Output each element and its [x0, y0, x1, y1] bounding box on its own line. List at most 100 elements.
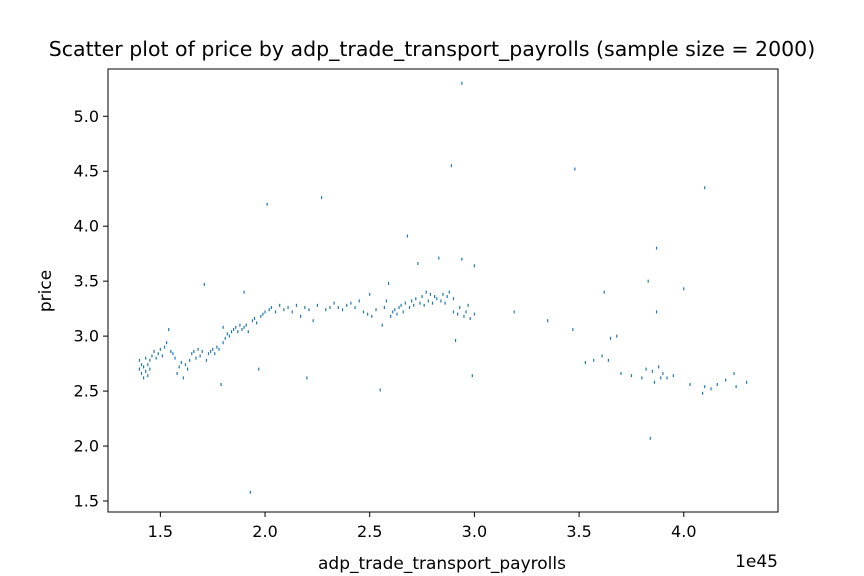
- x-tick-label: 2.0: [252, 522, 277, 541]
- scatter-point: [461, 257, 463, 261]
- scatter-point: [258, 367, 260, 371]
- scatter-point: [222, 325, 224, 329]
- y-tick-label: 2.0: [74, 437, 99, 456]
- scatter-point: [463, 314, 465, 318]
- scatter-point: [178, 365, 180, 369]
- scatter-point: [245, 323, 247, 327]
- scatter-point: [630, 374, 633, 378]
- scatter-point: [367, 312, 369, 316]
- scatter-point: [214, 352, 216, 356]
- y-tick-label: 5.0: [74, 107, 99, 126]
- scatter-point: [459, 306, 461, 310]
- scatter-point: [651, 369, 653, 373]
- scatter-point: [138, 358, 141, 362]
- x-axis-ticks: 1.5 2.0 2.5 3.0 3.5 4.0: [148, 512, 697, 541]
- scatter-point: [448, 290, 450, 294]
- scatter-point: [444, 301, 446, 305]
- scatter-point: [145, 356, 147, 360]
- scatter-point: [419, 301, 421, 305]
- scatter-point: [457, 312, 459, 316]
- scatter-point: [666, 376, 668, 380]
- y-tick-label: 1.5: [74, 492, 99, 511]
- scatter-point: [235, 325, 237, 329]
- scatter-point: [212, 347, 214, 351]
- scatter-point: [689, 382, 691, 386]
- scatter-point: [182, 376, 184, 380]
- scatter-point: [226, 332, 228, 336]
- scatter-point: [603, 290, 605, 294]
- x-axis-label: adp_trade_transport_payrolls: [318, 554, 566, 574]
- x-tick-label: 2.5: [357, 522, 382, 541]
- scatter-point: [601, 354, 603, 358]
- scatter-point: [209, 350, 212, 354]
- scatter-point: [400, 303, 402, 307]
- chart-title: Scatter plot of price by adp_trade_trans…: [49, 37, 815, 62]
- scatter-point: [431, 301, 434, 305]
- scatter-point: [197, 347, 199, 351]
- scatter-point: [473, 312, 476, 316]
- scatter-point: [547, 319, 549, 323]
- scatter-point: [653, 380, 656, 384]
- scatter-point: [402, 310, 404, 314]
- scatter-point: [159, 347, 161, 351]
- scatter-point: [151, 354, 153, 358]
- x-axis-offset-label: 1e45: [735, 552, 778, 572]
- scatter-point: [155, 356, 157, 360]
- scatter-point: [655, 310, 658, 314]
- scatter-point: [145, 369, 147, 373]
- scatter-point: [655, 246, 658, 250]
- scatter-point: [180, 361, 182, 365]
- scatter-point: [421, 295, 423, 299]
- scatter-point: [461, 81, 463, 85]
- scatter-point: [266, 202, 268, 206]
- scatter-point: [147, 363, 149, 367]
- scatter-point: [381, 323, 383, 327]
- scatter-point: [291, 310, 293, 314]
- scatter-point: [205, 358, 208, 362]
- scatter-point: [220, 382, 222, 386]
- scatter-point: [312, 319, 314, 323]
- scatter-point: [434, 295, 436, 299]
- scatter-point: [358, 299, 360, 303]
- scatter-point: [140, 371, 143, 375]
- scatter-point: [465, 310, 467, 314]
- scatter-point: [253, 317, 256, 321]
- scatter-point: [239, 323, 241, 327]
- scatter-point: [704, 186, 706, 190]
- scatter-point: [247, 330, 249, 334]
- scatter-point: [184, 363, 187, 367]
- scatter-point: [574, 167, 576, 171]
- y-tick-label: 3.5: [74, 272, 99, 291]
- scatter-point: [735, 385, 737, 389]
- scatter-point: [172, 352, 174, 356]
- scatter-point: [417, 262, 419, 266]
- scatter-point: [725, 378, 727, 382]
- scatter-point: [147, 374, 149, 378]
- scatter-point: [149, 367, 151, 371]
- scatter-point: [658, 365, 660, 369]
- scatter-point: [620, 371, 622, 375]
- scatter-point: [163, 345, 166, 349]
- scatter-point: [186, 367, 189, 371]
- scatter-point: [346, 303, 348, 307]
- scatter-point: [161, 354, 164, 358]
- y-tick-label: 3.0: [74, 327, 99, 346]
- scatter-point: [170, 350, 172, 354]
- scatter-point: [283, 308, 285, 312]
- scatter-point: [385, 299, 388, 303]
- scatter-point: [436, 297, 438, 301]
- plot-area-frame: [107, 68, 779, 513]
- scatter-point: [176, 371, 178, 375]
- scatter-point: [216, 345, 218, 349]
- x-tick-label: 3.0: [462, 522, 487, 541]
- scatter-point: [429, 292, 432, 296]
- scatter-point: [375, 308, 377, 312]
- scatter-point: [394, 308, 396, 312]
- scatter-point: [683, 287, 685, 291]
- scatter-point: [442, 292, 444, 296]
- scatter-point: [350, 301, 352, 305]
- scatter-point: [191, 352, 193, 356]
- scatter-point: [450, 164, 452, 168]
- scatter-point: [174, 356, 176, 360]
